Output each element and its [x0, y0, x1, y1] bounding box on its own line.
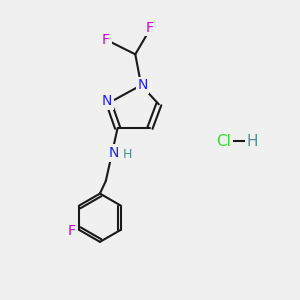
- Text: F: F: [102, 33, 110, 46]
- Text: H: H: [123, 148, 133, 161]
- Text: F: F: [68, 224, 76, 238]
- Text: N: N: [102, 94, 112, 108]
- Text: N: N: [109, 146, 119, 160]
- Text: F: F: [146, 21, 154, 35]
- Text: H: H: [247, 134, 258, 149]
- Text: N: N: [137, 78, 148, 92]
- Text: Cl: Cl: [216, 134, 231, 149]
